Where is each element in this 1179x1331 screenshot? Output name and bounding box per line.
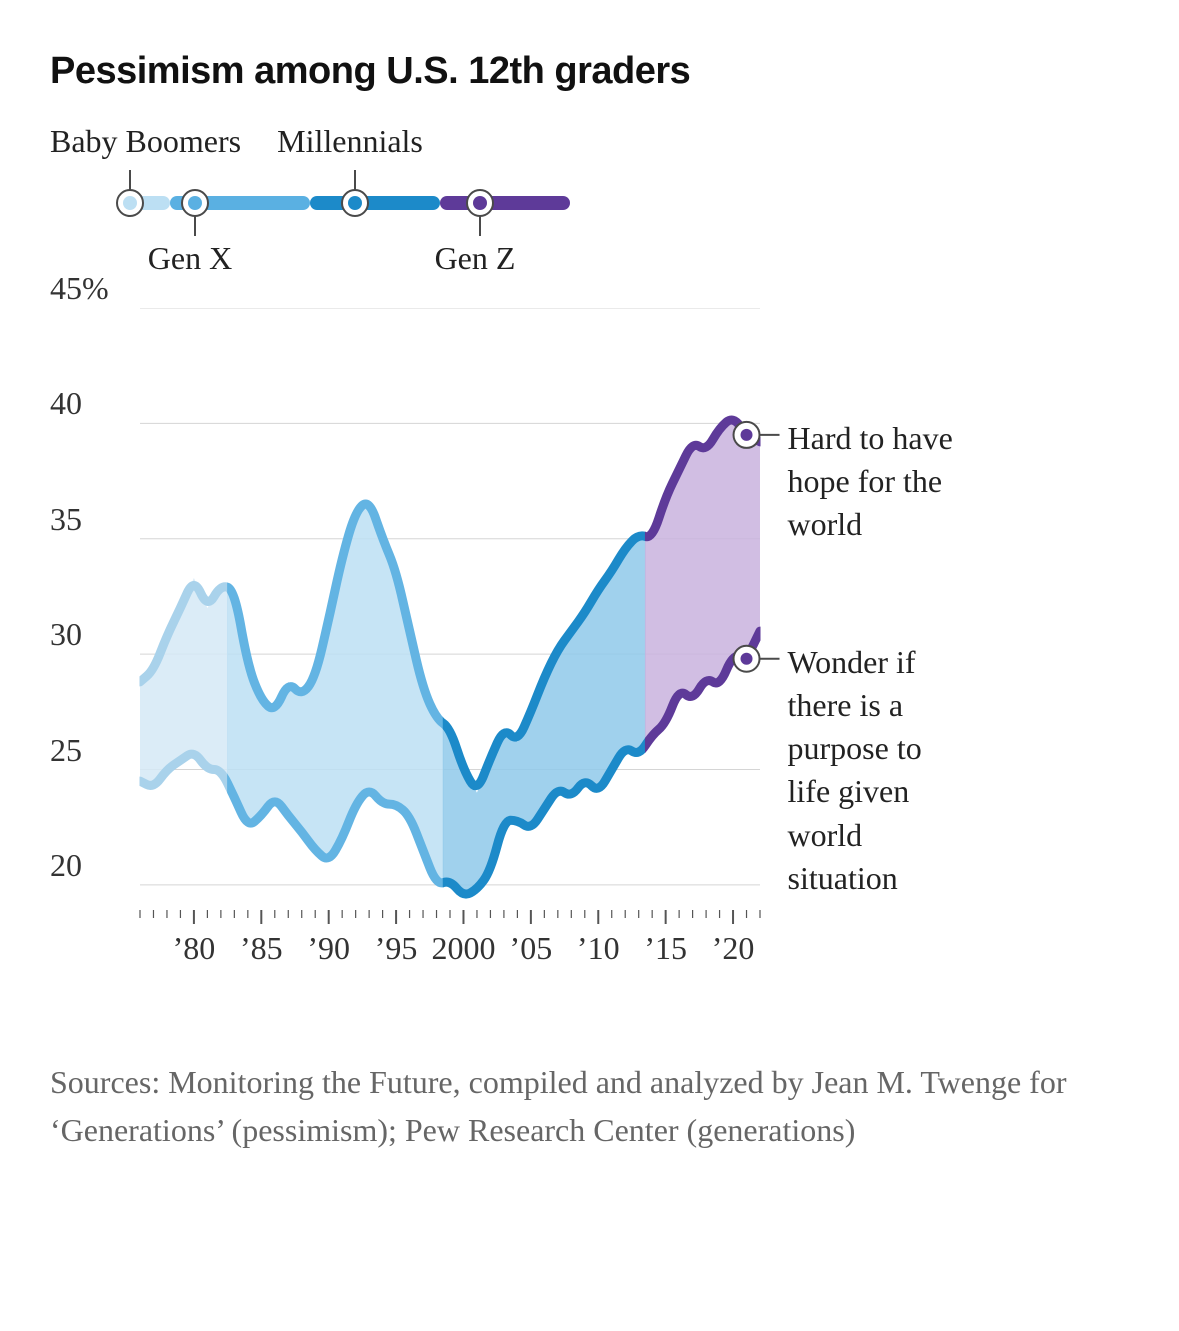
y-axis-label: 30 [50,616,82,653]
x-axis-label: ’10 [577,930,620,967]
y-axis-label: 25 [50,732,82,769]
series-annotation: Wonder ifthere is apurpose tolife givenw… [788,641,1118,900]
x-axis-label: 2000 [431,930,495,967]
x-axis-label: ’90 [307,930,350,967]
y-axis-label: 35 [50,501,82,538]
y-axis-label: 20 [50,847,82,884]
y-axis-label: 45% [50,270,109,307]
chart-area: 45%4035302520’80’85’90’952000’05’10’15’2… [50,308,1130,1008]
series-annotation: Hard to havehope for theworld [788,417,1118,547]
legend-label: Gen X [148,240,232,277]
legend-label: Gen Z [435,240,516,277]
x-axis-label: ’05 [510,930,553,967]
source-line: Sources: Monitoring the Future, compiled… [50,1058,1090,1154]
x-axis-label: ’95 [375,930,418,967]
chart-title: Pessimism among U.S. 12th graders [50,50,1139,93]
chart-page: Pessimism among U.S. 12th graders Baby B… [0,0,1179,1331]
x-axis-label: ’15 [644,930,687,967]
generation-legend: Baby Boomers Gen X Millennials Gen Z [50,123,570,283]
y-axis-label: 40 [50,385,82,422]
legend-label: Baby Boomers [50,123,241,160]
legend-label: Millennials [277,123,423,160]
x-axis-label: ’80 [173,930,216,967]
x-axis-label: ’20 [712,930,755,967]
x-axis-label: ’85 [240,930,283,967]
